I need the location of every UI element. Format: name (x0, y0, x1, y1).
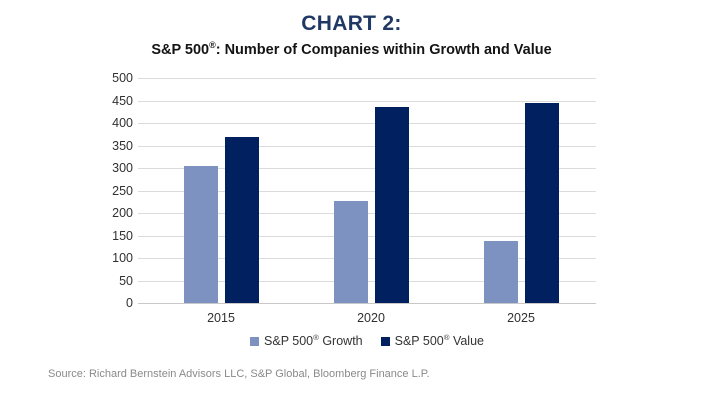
x-tick-label-2015: 2015 (207, 311, 235, 325)
y-tick-label-250: 250 (112, 183, 133, 198)
bar-group-2025 (446, 78, 596, 303)
legend-label-growth: S&P 500® Growth (264, 332, 363, 348)
registered-mark: ® (443, 332, 450, 342)
bar-value-2025 (524, 103, 559, 303)
gridline-300 (138, 168, 596, 169)
y-axis: 0 50 100 150 200 250 300 350 400 450 500 (85, 71, 133, 310)
y-tick-label-450: 450 (112, 93, 133, 108)
y-tick-label-50: 50 (119, 273, 133, 288)
legend-item-growth: S&P 500® Growth (250, 332, 363, 348)
y-tick-label-350: 350 (112, 138, 133, 153)
bar-growth-2015 (183, 166, 218, 303)
legend-swatch-growth (250, 336, 260, 346)
bar-growth-2020 (333, 201, 368, 303)
x-tick-label-2020: 2020 (357, 311, 385, 325)
y-tick-label-400: 400 (112, 116, 133, 130)
y-tick-label-100: 100 (112, 251, 133, 265)
legend-label-value: S&P 500® Value (394, 332, 484, 348)
legend-item-value: S&P 500® Value (380, 332, 484, 348)
gridline-250 (138, 190, 596, 192)
registered-mark: ® (313, 332, 319, 342)
bar-growth-2025 (483, 241, 518, 303)
source-note: Source: Richard Bernstein Advisors LLC, … (48, 368, 430, 380)
legend-swatch-value (380, 336, 390, 346)
y-tick-label-300: 300 (112, 161, 133, 175)
plot-area (138, 78, 596, 304)
bar-value-2015 (224, 137, 259, 303)
y-tick-label-150: 150 (112, 228, 133, 243)
gridline-400 (138, 123, 596, 124)
gridline-500 (138, 78, 596, 79)
registered-mark: ® (209, 40, 216, 51)
y-tick-label-500: 500 (112, 71, 133, 85)
y-tick-label-200: 200 (112, 206, 133, 220)
chart-title: CHART 2: (301, 12, 402, 35)
gridline-450 (138, 100, 596, 102)
x-axis: 2015 2020 2025 (138, 311, 596, 325)
bar-group-2020 (296, 78, 446, 303)
chart-subtitle: S&P 500®: Number of Companies within Gro… (151, 40, 552, 58)
bar-value-2020 (374, 107, 409, 303)
gridline-350 (138, 145, 596, 147)
x-tick-label-2025: 2025 (507, 311, 535, 325)
bar-groups (138, 78, 596, 303)
bar-group-2015 (146, 78, 296, 303)
y-tick-label-0: 0 (126, 296, 133, 310)
legend: S&P 500® Growth S&P 500® Value (138, 332, 596, 348)
